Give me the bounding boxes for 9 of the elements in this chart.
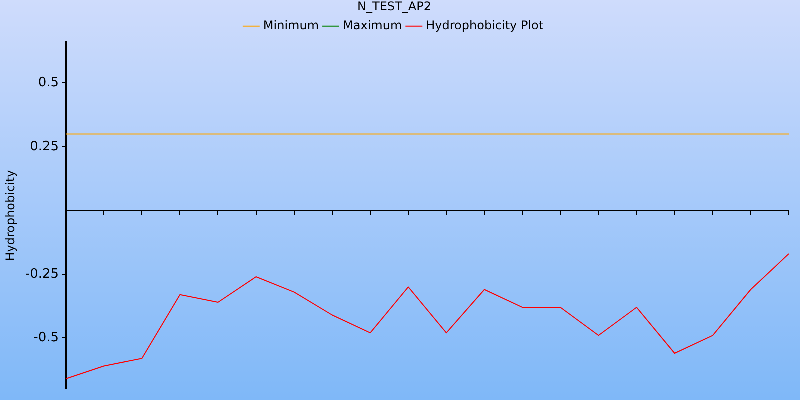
legend-label: Maximum <box>343 18 402 33</box>
y-tick-label: 0.5 <box>38 76 60 91</box>
y-axis-title: Hydrophobicity <box>3 170 18 262</box>
y-tick-label: -0.25 <box>25 266 60 282</box>
y-tick-label: -0.5 <box>34 330 60 346</box>
y-tick-label: 0.25 <box>30 139 60 154</box>
chart-title: N_TEST_AP2 <box>358 0 432 14</box>
legend-label: Minimum <box>263 18 320 33</box>
legend-label: Hydrophobicity Plot <box>426 18 544 33</box>
